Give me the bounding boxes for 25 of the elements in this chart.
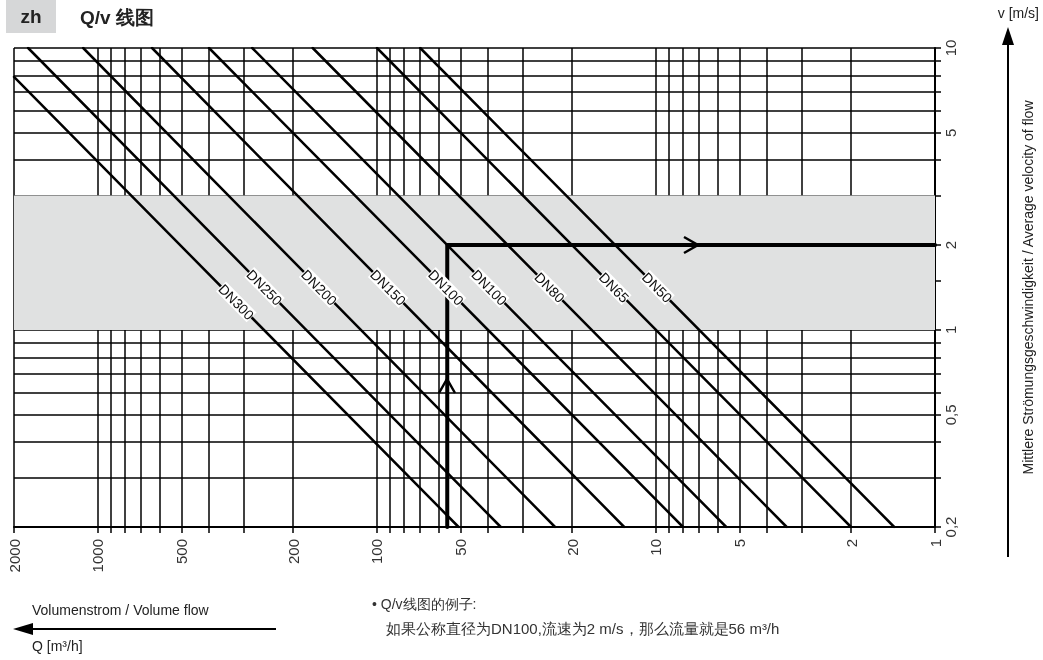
text: • Q/v线图的例子: bbox=[372, 596, 477, 614]
y-tick-label: 0,5 bbox=[942, 404, 959, 426]
x-tick-label: 1000 bbox=[89, 539, 107, 573]
y-tick-label: 10 bbox=[942, 39, 959, 57]
x-tick-label: 100 bbox=[368, 539, 386, 565]
text: Q [m³/h] bbox=[32, 638, 83, 654]
y-tick-label: 1 bbox=[942, 325, 959, 335]
chart-subtitle: zh bbox=[6, 0, 56, 33]
x-tick-label: 1 bbox=[926, 539, 944, 548]
x-tick-label: 500 bbox=[173, 539, 191, 565]
x-axis-title: Volumenstrom / Volume flow bbox=[32, 602, 209, 618]
text: 如果公称直径为DN100,流速为2 m/s，那么流量就是56 m³/h bbox=[386, 620, 780, 639]
x-tick-label: 200 bbox=[284, 539, 302, 565]
y-tick-label: 0,2 bbox=[942, 516, 959, 538]
x-tick-label: 10 bbox=[647, 539, 665, 556]
y-tick-label: 5 bbox=[942, 128, 959, 138]
x-tick-label: 2000 bbox=[5, 539, 23, 573]
chart-title: Q/v 线图 bbox=[80, 6, 154, 30]
x-tick-label: 50 bbox=[452, 539, 470, 556]
x-tick-label: 2 bbox=[842, 539, 860, 548]
y-axis-title: Mittlere Strömungsgeschwindigkeit / Average velocity of flow bbox=[1020, 99, 1036, 475]
y-tick-label: 2 bbox=[942, 240, 959, 250]
x-tick-label: 20 bbox=[563, 539, 581, 556]
text: v [m/s] bbox=[997, 5, 1039, 21]
x-tick-label: 5 bbox=[731, 539, 749, 548]
